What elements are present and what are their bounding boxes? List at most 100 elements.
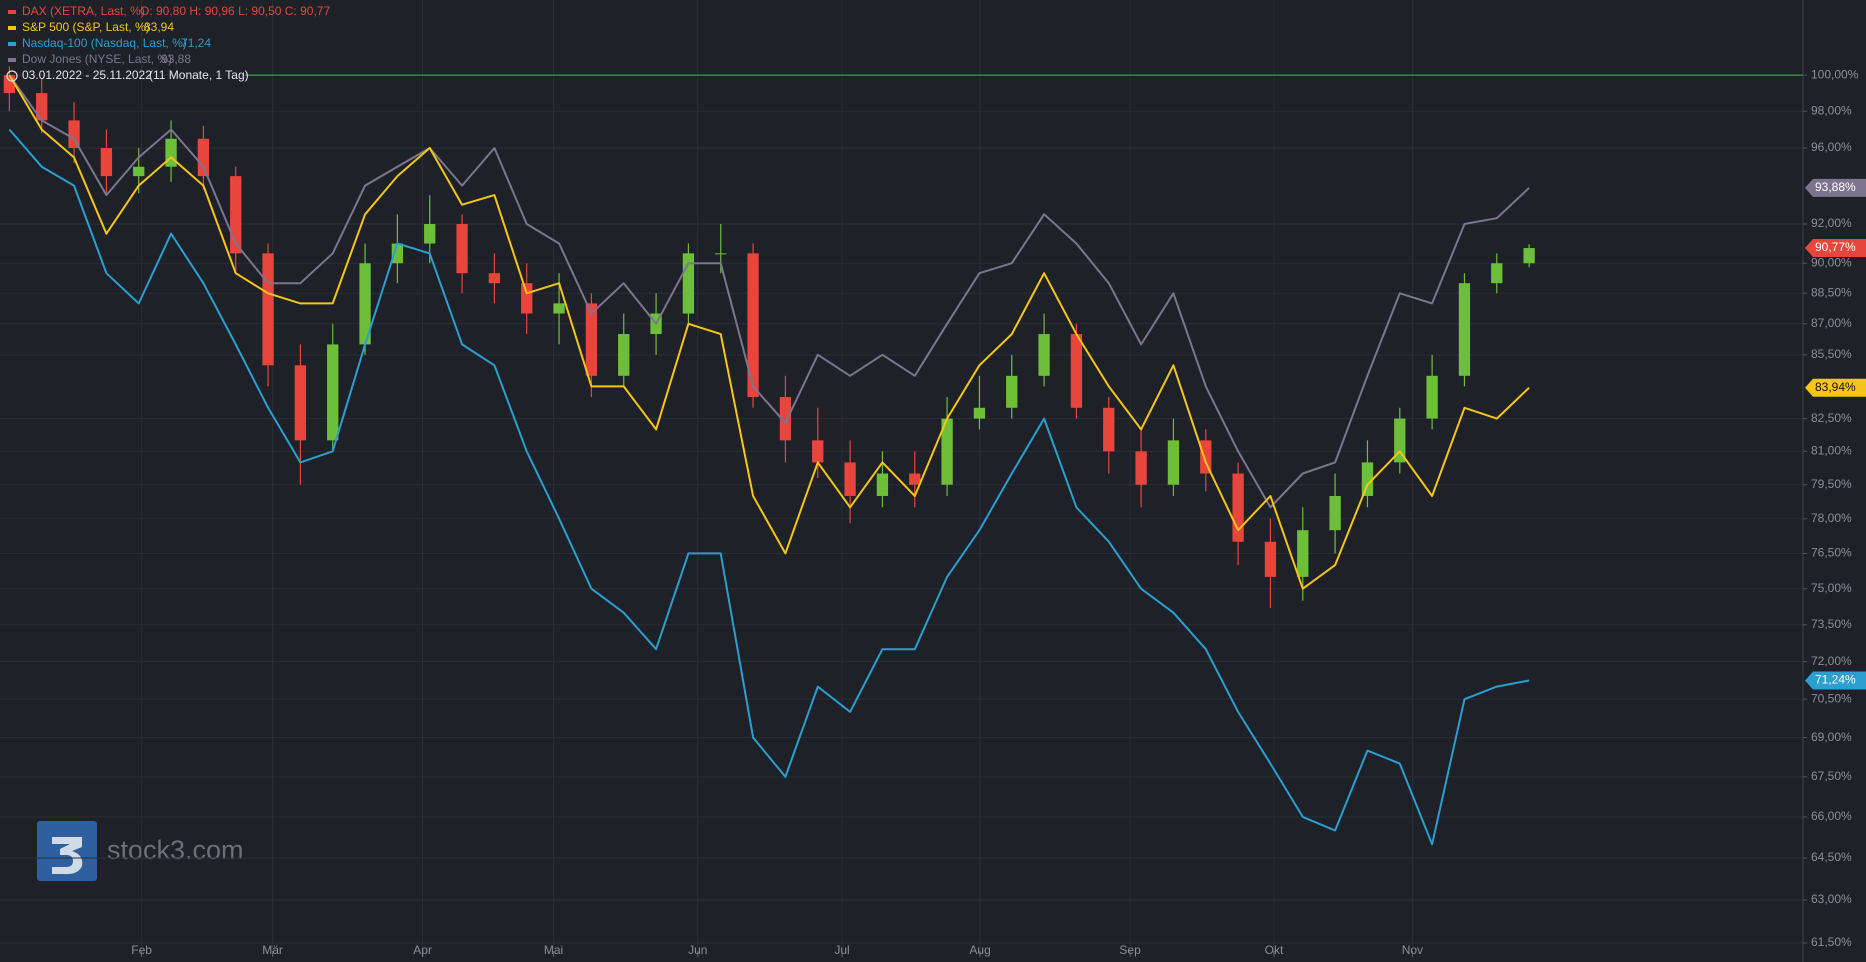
candle-body <box>812 440 824 463</box>
price-tag-label: 83,94% <box>1815 380 1856 394</box>
candle-body <box>165 138 177 167</box>
x-tick-label: Okt <box>1265 943 1284 957</box>
x-tick-label: Nov <box>1402 943 1423 957</box>
series-line <box>8 74 1530 590</box>
series-line <box>8 128 1530 846</box>
candle-body <box>391 243 404 264</box>
price-tag <box>1805 671 1866 690</box>
legend-value: O: 90,80 H: 90,96 L: 90,50 C: 90,77 <box>140 4 330 18</box>
y-tick-label: 82,50% <box>1811 411 1852 425</box>
candle-body <box>585 303 598 376</box>
y-tick-label: 63,00% <box>1811 892 1852 906</box>
date-range: 03.01.2022 - 25.11.2022 <box>22 68 152 82</box>
y-tick-label: 85,50% <box>1811 347 1852 361</box>
candle-body <box>521 283 533 314</box>
candle-body <box>1232 473 1244 542</box>
price-tag <box>1805 378 1866 397</box>
candle-body <box>1167 440 1180 485</box>
y-tick-label: 64,50% <box>1811 850 1852 864</box>
candle-body <box>1361 462 1374 496</box>
y-tick-label: 81,00% <box>1811 444 1852 458</box>
price-tag-label: 90,77% <box>1815 240 1856 254</box>
y-tick-label: 70,50% <box>1811 691 1852 705</box>
candle-body <box>779 397 792 441</box>
x-tick-label: Mai <box>544 943 563 957</box>
candle-body <box>941 418 953 485</box>
y-tick-label: 88,50% <box>1811 285 1852 299</box>
candle-body <box>876 473 889 496</box>
y-tick-label: 75,00% <box>1811 581 1852 595</box>
legend-label: Nasdaq-100 (Nasdaq, Last, %) <box>22 36 187 50</box>
period: (11 Monate, 1 Tag) <box>149 68 249 82</box>
y-tick-label: 76,50% <box>1811 546 1852 560</box>
candle-body <box>36 93 48 121</box>
candle-body <box>715 253 727 255</box>
x-tick-label: Aug <box>969 943 990 957</box>
legend-icon <box>8 26 16 30</box>
candle-body <box>1038 334 1050 376</box>
candle-body <box>230 176 242 254</box>
y-tick-label: 100,00% <box>1811 67 1859 81</box>
series-line <box>8 74 1530 509</box>
y-tick-label: 67,50% <box>1811 769 1852 783</box>
y-tick-label: 87,00% <box>1811 316 1852 330</box>
candle-body <box>100 148 113 177</box>
price-tag-label: 71,24% <box>1815 673 1856 687</box>
legend-label: DAX (XETRA, Last, %) <box>22 4 145 18</box>
legend-label: Dow Jones (NYSE, Last, %) <box>22 52 172 66</box>
y-tick-label: 66,00% <box>1811 809 1852 823</box>
x-tick-label: Feb <box>131 943 152 957</box>
candle-body <box>1200 440 1212 474</box>
y-tick-label: 61,50% <box>1811 935 1852 949</box>
candle-body <box>424 224 436 244</box>
price-tag <box>1805 178 1866 197</box>
y-tick-label: 98,00% <box>1811 103 1852 117</box>
candle-body <box>359 263 371 345</box>
legend-value: 83,94 <box>144 20 174 34</box>
candle-body <box>262 253 274 366</box>
candle-body <box>973 407 986 419</box>
candle-body <box>909 473 921 485</box>
legend-icon <box>8 42 16 46</box>
candle-body <box>1070 334 1083 408</box>
candle-body <box>1006 375 1018 408</box>
x-tick-label: Sep <box>1119 943 1141 957</box>
candle-body <box>68 120 80 149</box>
watermark-text: stock3.com <box>107 835 244 865</box>
candle-body <box>844 462 856 496</box>
candle-body <box>1135 451 1147 485</box>
y-tick-label: 69,00% <box>1811 730 1852 744</box>
candle-body <box>682 253 695 314</box>
candle-body <box>1264 541 1277 577</box>
price-tag <box>1805 239 1866 258</box>
y-tick-label: 78,00% <box>1811 511 1852 525</box>
candle-body <box>294 365 307 441</box>
candle-body <box>747 253 759 398</box>
legend-value: 71,24 <box>181 36 211 50</box>
candle-body <box>1329 495 1341 531</box>
candle-body <box>488 273 501 284</box>
legend-value: 93,88 <box>161 52 191 66</box>
candle-body <box>618 334 630 376</box>
candle-body <box>1458 283 1471 376</box>
candle-body <box>1491 263 1503 284</box>
candle-body <box>1297 530 1309 577</box>
logo-glyph <box>52 837 83 875</box>
y-tick-label: 92,00% <box>1811 216 1852 230</box>
candle-body <box>1394 418 1406 463</box>
x-tick-label: Apr <box>413 943 432 957</box>
legend-icon <box>8 58 16 62</box>
y-tick-label: 73,50% <box>1811 617 1852 631</box>
x-tick-label: Mär <box>262 943 283 957</box>
legend-icon <box>8 10 16 14</box>
y-tick-label: 96,00% <box>1811 140 1852 154</box>
clock-icon <box>6 70 18 82</box>
y-tick-label: 72,00% <box>1811 654 1852 668</box>
legend: DAX (XETRA, Last, %)O: 90,80 H: 90,96 L:… <box>6 4 330 82</box>
candle-body <box>133 166 145 177</box>
candle-body <box>1523 248 1535 264</box>
y-tick-label: 79,50% <box>1811 477 1852 491</box>
